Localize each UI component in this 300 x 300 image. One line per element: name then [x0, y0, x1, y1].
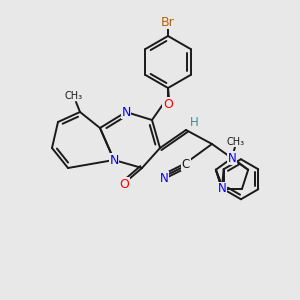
Text: CH₃: CH₃ — [227, 137, 245, 147]
Text: O: O — [163, 98, 173, 110]
Text: N: N — [109, 154, 119, 166]
Text: N: N — [228, 152, 236, 164]
Text: Br: Br — [161, 16, 175, 28]
Text: H: H — [190, 116, 198, 128]
Text: N: N — [218, 182, 226, 195]
Text: N: N — [121, 106, 131, 118]
Text: CH₃: CH₃ — [65, 91, 83, 101]
Text: C: C — [182, 158, 190, 170]
Text: N: N — [160, 172, 168, 184]
Text: O: O — [119, 178, 129, 190]
